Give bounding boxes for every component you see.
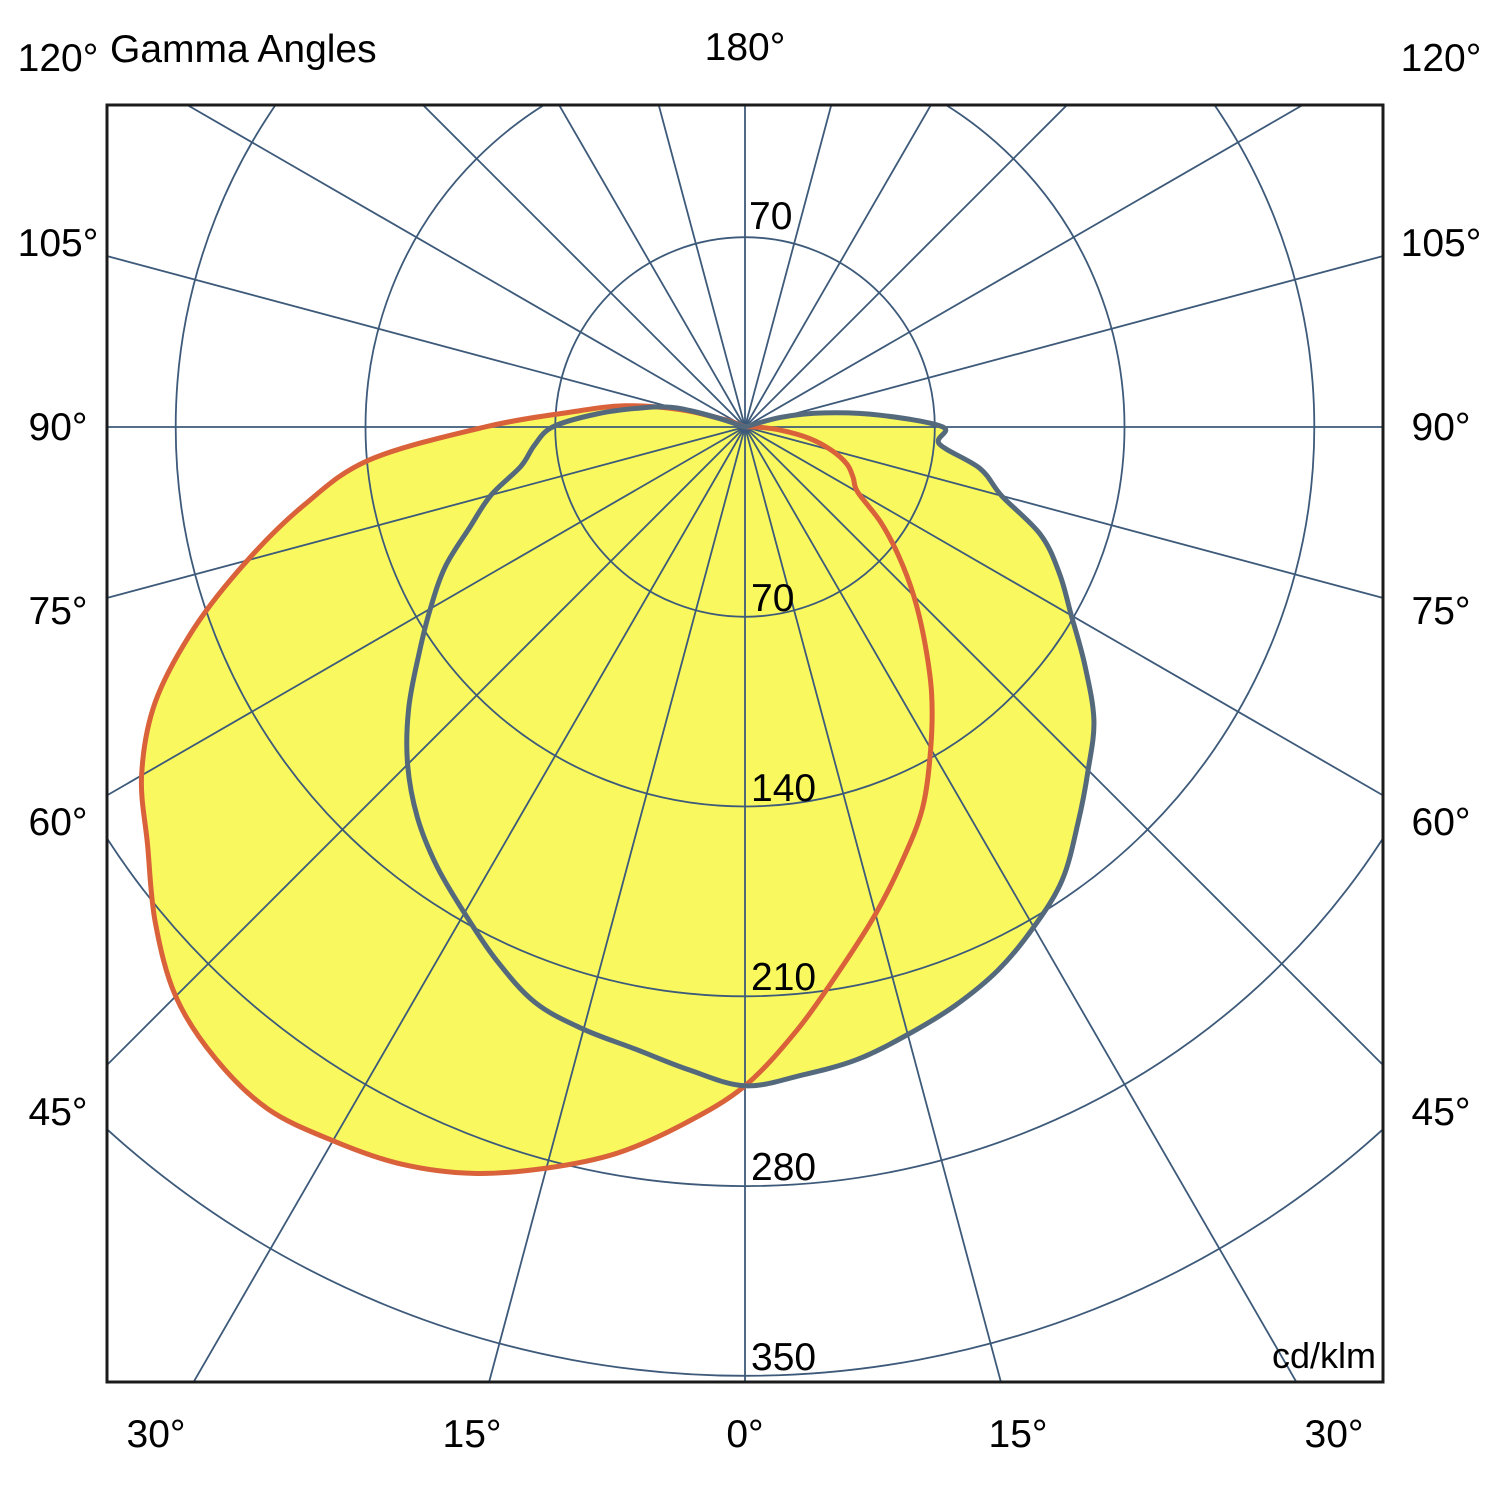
grid-radial-line [657,105,746,428]
grid-radial-line [107,426,746,1067]
gamma-angle-label: 15° [443,1413,502,1456]
radial-tick-label: 280 [751,1146,816,1189]
gamma-angle-label: 75° [1412,590,1471,633]
grid-radial-line [744,255,1383,428]
unit-label: cd/klm [1272,1335,1376,1376]
intensity-fill [141,405,1094,1174]
grid-radial-line [107,255,746,428]
gamma-angle-label: 60° [29,801,88,844]
grid-radial-line [421,105,746,428]
grid-radial-line [185,105,746,428]
grid-radial-line [558,105,746,428]
gamma-angle-label: 105° [1401,222,1482,265]
gamma-angle-label: 120° [1401,37,1482,80]
grid-radial-line [744,105,1069,428]
gamma-angle-label: 30° [127,1413,186,1456]
grid-radial-line [744,426,1298,1382]
gamma-angle-label: 90° [29,406,88,449]
gamma-angle-label: 90° [1412,406,1471,449]
grid-radial-line [744,105,833,428]
grid-radial-line [744,426,1383,797]
gamma-angle-label: 30° [1305,1413,1364,1456]
grid-radial-line [744,426,1002,1382]
grid-radial-line [744,105,932,428]
curve-red [138,403,935,1177]
grid-radial-line [192,426,746,1382]
chart-title: Gamma Angles [110,28,377,71]
gamma-angle-label: 105° [18,222,99,265]
radial-tick-label: 70 [751,577,794,620]
grid-radial-line [107,426,746,599]
radial-tick-label: 140 [751,767,816,810]
radial-tick-label: 350 [751,1336,816,1379]
gamma-angle-label: 180° [705,26,786,69]
gamma-angle-label: 15° [989,1413,1048,1456]
grid-radial-line [744,426,1383,599]
plot-border [105,103,1385,1384]
gamma-angle-label: 45° [29,1091,88,1134]
radial-tick-label: 70 [749,195,792,238]
gamma-angle-label: 75° [29,590,88,633]
gamma-angle-label: 120° [18,37,99,80]
grid-radial-line [744,105,1305,428]
curve-blue [404,404,1097,1089]
gamma-angle-label: 0° [726,1413,763,1456]
gamma-angle-label: 45° [1412,1091,1471,1134]
grid-radial-line [107,426,746,797]
grid-radial-line [488,426,746,1382]
gamma-angle-label: 60° [1412,801,1471,844]
radial-tick-label: 210 [751,956,816,999]
